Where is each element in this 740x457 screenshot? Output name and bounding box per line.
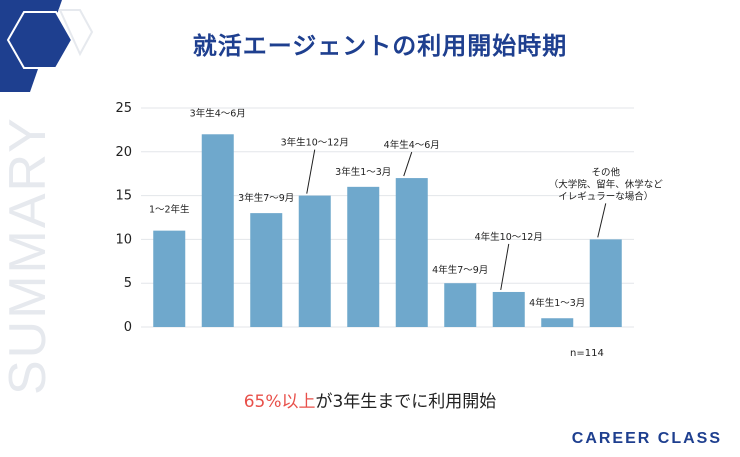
bar (347, 186, 380, 327)
bar (589, 239, 622, 327)
bar-data-label: 4年生10〜12月 (475, 231, 543, 243)
y-tick-label: 10 (115, 232, 132, 247)
bar-data-label: 4年生4〜6月 (384, 139, 440, 151)
y-tick-label: 20 (115, 145, 132, 160)
bar (153, 230, 186, 327)
bar-data-label: 1〜2年生 (149, 204, 190, 216)
bar (250, 213, 283, 327)
bar (444, 283, 477, 327)
logo-hexagon-shape (0, 0, 94, 92)
label-leader-line (597, 203, 607, 238)
bar (541, 318, 574, 327)
summary-rest: が3年生までに利用開始 (315, 392, 497, 412)
bar (201, 134, 234, 327)
y-tick-label: 15 (115, 189, 132, 204)
bar-data-label: 3年生10〜12月 (281, 137, 349, 149)
bar-data-label: 3年生7〜9月 (238, 192, 294, 204)
label-leader-line (500, 243, 510, 291)
bar-data-label: 3年生4〜6月 (190, 107, 246, 119)
bar (395, 178, 428, 327)
summary-highlight: 65%以上 (243, 392, 316, 412)
bar (492, 291, 525, 327)
y-tick-label: 25 (115, 101, 132, 116)
sample-size-note: n=114 (570, 348, 604, 359)
bar-chart: 0 5 10 15 20 25 1〜2年生 3年生4〜6月 3年生7〜9月 3年生10〜12月 3年… (115, 101, 664, 335)
page-title: 就活エージェントの利用開始時期 (192, 32, 568, 60)
y-tick-label: 5 (124, 276, 132, 291)
y-tick-label: 0 (124, 320, 132, 335)
bar (298, 195, 331, 327)
label-leader-line (306, 149, 316, 194)
bar-data-label: 3年生1〜3月 (335, 166, 391, 178)
bar-data-label: 4年生7〜9月 (432, 264, 488, 276)
summary-statement: 65%以上が3年生までに利用開始 (160, 387, 580, 412)
bar-data-label: イレギュラーな場合） (558, 190, 653, 202)
label-leader-line (403, 151, 413, 177)
brand-logo-text: CAREER CLASS (571, 430, 722, 447)
bar-data-label: その他 (591, 166, 620, 178)
bar-data-label: 4年生1〜3月 (529, 297, 585, 309)
bar-data-label: （大学院、留年、休学など (549, 178, 664, 190)
